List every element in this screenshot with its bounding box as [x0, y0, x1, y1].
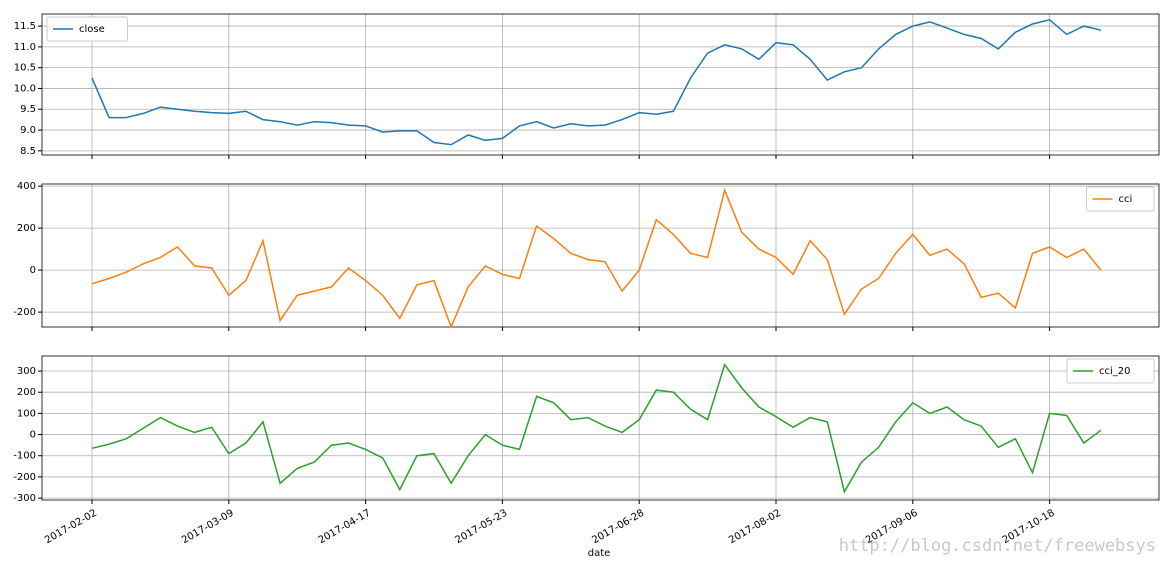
y-tick-label: 9.0 [20, 125, 36, 136]
y-tick-label: 11.0 [14, 42, 36, 53]
x-tick-label: 2017-05-23 [454, 508, 510, 547]
x-tick-label: 2017-04-17 [317, 508, 373, 547]
plot-frame [41, 183, 1160, 328]
legend-label: close [79, 24, 105, 35]
y-tick-label: 0 [30, 265, 36, 276]
legend-label: cci [1119, 194, 1133, 205]
x-tick-label: 2017-06-28 [590, 508, 646, 547]
y-tick-label: 9.5 [20, 104, 36, 115]
x-axis-label: date [588, 548, 611, 559]
y-tick-label: 100 [17, 408, 36, 419]
legend-box [46, 16, 128, 42]
watermark: http://blog.csdn.net/freewebsys [839, 536, 1156, 556]
y-tick-label: 8.5 [20, 146, 36, 157]
legend-box [1066, 358, 1155, 384]
y-tick-label: -200 [13, 307, 36, 318]
plot-frame [41, 13, 1160, 156]
y-tick-label: -200 [13, 472, 36, 483]
series-line [91, 18, 1102, 146]
y-tick-label: 200 [17, 223, 36, 234]
y-tick-label: 11.5 [14, 21, 36, 32]
x-tick-label: 2017-08-02 [727, 508, 783, 547]
y-tick-label: -100 [13, 451, 36, 462]
y-tick-label: 0 [30, 430, 36, 441]
series-line [91, 187, 1102, 329]
legend-box [1086, 186, 1155, 212]
plot-frame [41, 355, 1160, 501]
y-tick-label: 300 [17, 366, 36, 377]
y-tick-label: 10.5 [14, 63, 36, 74]
y-tick-label: 10.0 [14, 83, 36, 94]
y-tick-label: 400 [17, 181, 36, 192]
y-tick-label: 200 [17, 387, 36, 398]
x-tick-label: 2017-02-02 [43, 508, 99, 547]
y-tick-label: -300 [13, 493, 36, 504]
series-line [91, 363, 1102, 494]
x-tick-label: 2017-03-09 [180, 508, 236, 547]
legend-label: cci_20 [1099, 366, 1131, 377]
